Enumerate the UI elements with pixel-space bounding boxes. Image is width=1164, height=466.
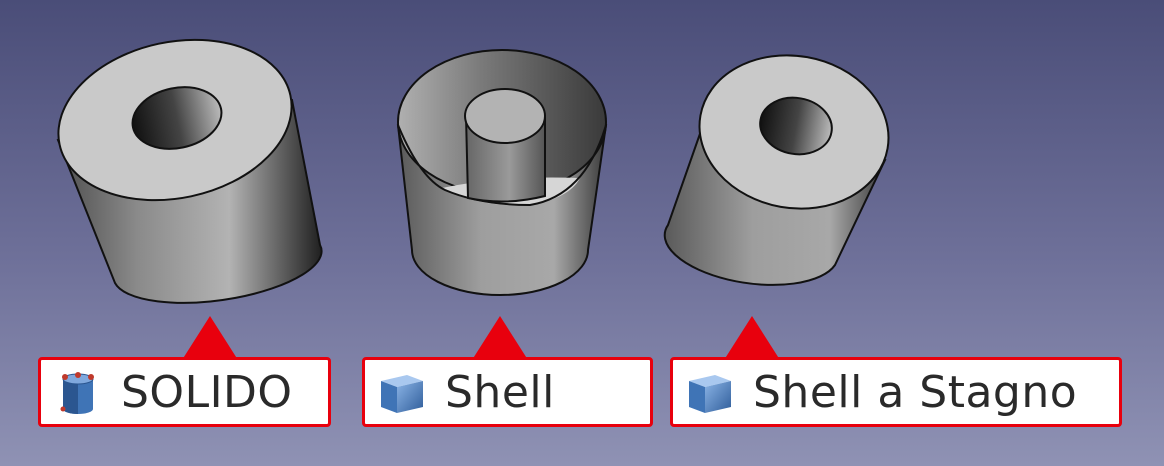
pointer-triangle [724, 316, 780, 360]
solid-cylinder-icon [60, 372, 94, 414]
solido-cylinder[interactable] [43, 19, 323, 304]
tree-item-shell[interactable]: Shell [362, 357, 653, 427]
shell-cube-icon [689, 375, 731, 413]
shell-a-stagno-cylinder[interactable] [663, 41, 901, 286]
shell-cube-icon [381, 375, 423, 413]
pointer-triangle [472, 316, 528, 360]
tree-item-label: Shell a Stagno [753, 366, 1078, 418]
tree-item-shell-a-stagno[interactable]: Shell a Stagno [670, 357, 1122, 427]
tree-item-label: Shell [445, 366, 555, 418]
shell-cylinder[interactable] [396, 49, 608, 296]
tree-item-solido[interactable]: SOLIDO [38, 357, 331, 427]
tree-item-label: SOLIDO [121, 366, 293, 418]
pointer-triangle [182, 316, 238, 360]
